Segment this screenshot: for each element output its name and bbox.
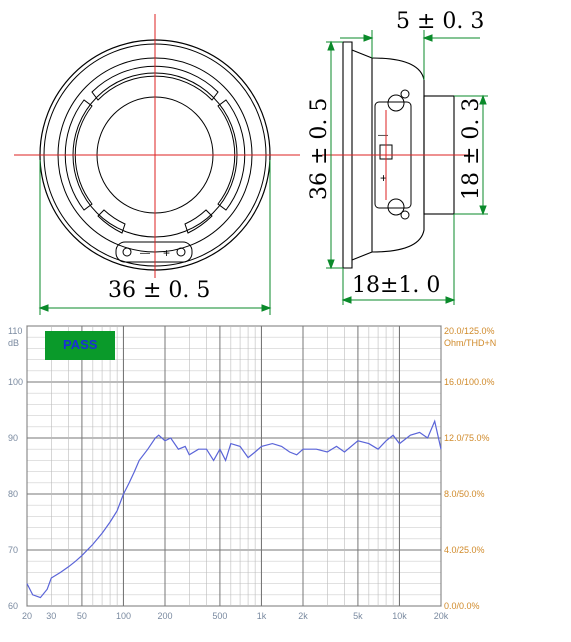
x-tick-label: 100	[116, 611, 131, 621]
front-terminal-minus: —	[140, 248, 150, 259]
y-left-tick-label: 90	[8, 433, 18, 443]
front-width-dimension	[38, 160, 272, 315]
y-right-tick-label: 4.0/25.0%	[444, 545, 485, 555]
x-tick-label: 20k	[434, 611, 449, 621]
y-left-tick-label: 60	[8, 601, 18, 611]
front-width-label: 36 ± 0. 5	[108, 278, 210, 303]
x-tick-label: 30	[46, 611, 56, 621]
chart-y-right-unit: Ohm/THD+N	[444, 338, 496, 348]
pass-status-label: PASS	[63, 337, 98, 352]
x-tick-label: 20	[22, 611, 32, 621]
side-height-label: 36 ± 0. 5	[307, 98, 332, 200]
chart-plot-area	[26, 325, 442, 607]
pass-status-box	[45, 331, 115, 360]
y-left-tick-label: 100	[8, 377, 23, 387]
side-bottom-depth-label: 18±1. 0	[352, 273, 440, 298]
y-right-tick-label: 20.0/125.0%	[444, 326, 495, 336]
side-terminal-plus: +	[380, 171, 387, 185]
x-tick-label: 50	[77, 611, 87, 621]
y-right-tick-label: 0.0/0.0%	[444, 601, 480, 611]
x-tick-label: 500	[212, 611, 227, 621]
side-terminal-minus: —	[378, 130, 388, 141]
side-top-depth-label: 5 ± 0. 3	[396, 9, 484, 34]
x-tick-label: 5k	[353, 611, 363, 621]
side-magnet-dimension	[454, 94, 488, 216]
y-left-tick-label: 70	[8, 545, 18, 555]
side-centerlines	[322, 110, 470, 200]
x-tick-label: 200	[157, 611, 172, 621]
y-right-tick-label: 8.0/50.0%	[444, 489, 485, 499]
side-magnet-label: 18 ± 0. 3	[459, 98, 484, 200]
side-top-depth-dimension	[340, 30, 480, 80]
chart-y-right-ticks: 20.0/125.0% 16.0/100.0% 12.0/75.0% 8.0/50.0…	[444, 326, 495, 611]
x-tick-label: 2k	[298, 611, 308, 621]
x-tick-label: 1k	[257, 611, 267, 621]
chart-grid	[26, 325, 442, 607]
front-terminal-plus: +	[163, 246, 170, 260]
frequency-response-chart: 110 100 90 80 70 60 20.0/125.0% 16.0/100.0% 12.…	[8, 325, 496, 621]
side-bottom-depth-dimension	[341, 214, 456, 305]
x-tick-label: 10k	[392, 611, 407, 621]
side-view: — + 5 ± 0. 3 36 ± 0. 5	[307, 9, 488, 305]
y-right-tick-label: 12.0/75.0%	[444, 433, 490, 443]
front-frame-slots	[64, 65, 246, 234]
front-terminal-strip	[115, 241, 193, 263]
chart-y-left-ticks: 110 100 90 80 70 60	[8, 326, 23, 611]
chart-y-left-unit: dB	[8, 338, 19, 348]
side-height-dimension	[326, 40, 343, 270]
y-left-tick-label: 110	[8, 326, 22, 336]
y-right-tick-label: 16.0/100.0%	[444, 377, 495, 387]
frequency-response-curve	[26, 419, 442, 599]
chart-x-ticks: 20 30 50 100 200 500 1k 2k 5k 10k 20k	[22, 611, 449, 621]
y-left-tick-label: 80	[8, 489, 18, 499]
front-centerlines	[14, 14, 300, 278]
front-view: — + 36 ± 0. 5	[14, 14, 300, 315]
